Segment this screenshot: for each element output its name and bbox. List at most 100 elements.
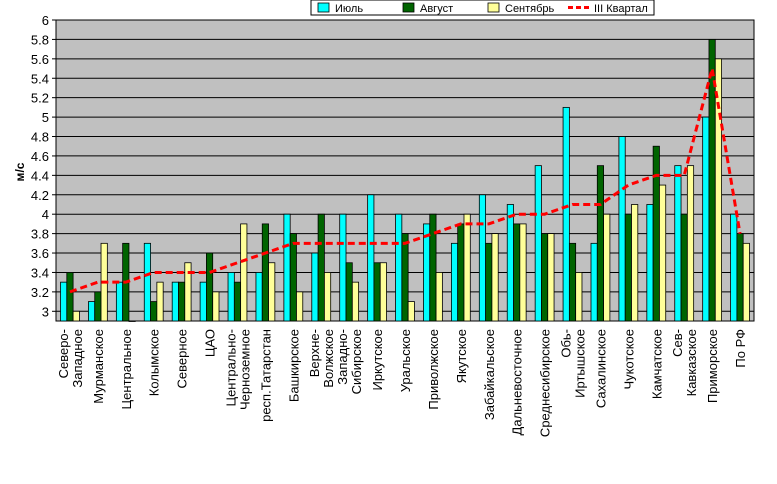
y-tick-label: 5.6 (31, 52, 49, 67)
bar (702, 116, 710, 322)
bar (686, 165, 695, 322)
x-tick-label: Колымское (147, 329, 162, 396)
bar (463, 213, 471, 322)
bar (401, 233, 409, 322)
x-axis-labels: Северо- Западное Мурманское Центральное Колы… (56, 329, 748, 437)
x-tick-label: Обь- (559, 329, 574, 358)
legend-swatch (487, 2, 500, 13)
bar (407, 301, 415, 322)
x-tick-label: Волжское (321, 329, 336, 388)
bar (345, 262, 353, 322)
x-tick-label: Среднесибирское (538, 329, 553, 437)
x-tick-label: Приволжское (426, 329, 441, 410)
bar (311, 252, 319, 322)
bar (171, 281, 179, 322)
bar (603, 213, 611, 322)
bar (534, 165, 542, 322)
x-tick-label: Кавказское (684, 329, 699, 396)
bar (268, 262, 276, 322)
y-tick-label: 4.6 (31, 149, 49, 164)
y-tick-label: 3.4 (31, 265, 49, 280)
bar (457, 223, 465, 322)
bar (184, 262, 192, 322)
legend-label: Август (420, 3, 453, 15)
bar (367, 194, 375, 322)
x-tick-label: Сев- (670, 329, 685, 357)
x-tick-label: респ.Татарстан (258, 329, 273, 422)
bar (450, 242, 459, 322)
bar (541, 233, 549, 322)
bar (339, 213, 347, 322)
bar (212, 291, 220, 322)
y-axis-ticks: 3 3.2 3.4 3.6 3.8 4 4.2 4.4 4.6 4.8 5 5.2 5.4 5.6 5.8 6 (31, 13, 56, 319)
legend: Июль Август Сентябрь III Квартал (310, 0, 655, 16)
y-tick-label: 4.8 (31, 130, 49, 145)
bar (66, 272, 74, 322)
bar (72, 310, 80, 322)
bar (491, 233, 499, 322)
bar (506, 204, 514, 322)
bar (150, 301, 158, 322)
bar (435, 272, 443, 322)
bar (624, 213, 632, 322)
x-tick-label: По РФ (733, 329, 748, 368)
y-tick-label: 3 (42, 304, 49, 319)
y-tick-label: 3.8 (31, 227, 49, 242)
legend-box (310, 0, 655, 16)
y-tick-label: 5.8 (31, 32, 49, 47)
bar (714, 58, 722, 322)
y-tick-label: 5.2 (31, 91, 49, 106)
bar (680, 213, 688, 322)
x-tick-label: Мурманское (91, 329, 106, 404)
bar (373, 262, 381, 322)
legend-label: Сентябрь (505, 3, 555, 15)
y-tick-label: 3.2 (31, 285, 49, 300)
bar (227, 272, 235, 322)
x-tick-label: Сахалинское (593, 329, 608, 408)
bar (562, 106, 570, 322)
bar (156, 281, 164, 322)
bar (736, 233, 744, 322)
bar (60, 281, 68, 322)
bar (652, 145, 660, 322)
y-tick-label: 4 (42, 207, 49, 222)
bar (730, 213, 738, 322)
bar (513, 223, 521, 322)
x-tick-label: Черноземное (237, 329, 252, 410)
bar (596, 165, 604, 322)
bar (261, 223, 269, 322)
bar (94, 291, 102, 322)
bar (423, 223, 431, 322)
bar (575, 272, 583, 322)
x-tick-label: Забайкальское (482, 329, 497, 420)
x-tick-label: Уральское (398, 329, 413, 392)
bar (289, 233, 297, 322)
x-tick-label: Приморское (705, 329, 720, 403)
bars (60, 39, 750, 322)
y-tick-label: 4.4 (31, 168, 49, 183)
x-tick-label: Башкирское (286, 329, 301, 402)
bar (395, 213, 403, 322)
x-tick-label: Центральное (119, 329, 134, 409)
bar (659, 184, 667, 322)
bar (485, 242, 493, 322)
bar (568, 242, 577, 322)
x-tick-label: Северное (175, 329, 190, 388)
bar (646, 204, 654, 322)
x-tick-label: ЦАО (203, 329, 218, 357)
bar (143, 242, 151, 322)
bar (115, 281, 124, 322)
bar (206, 252, 214, 322)
y-tick-label: 5 (42, 110, 49, 125)
bar (128, 320, 136, 322)
bar (351, 281, 360, 322)
y-axis-label: м/с (13, 162, 27, 181)
x-tick-label: Центрально- (223, 329, 238, 407)
legend-label: III Квартал (594, 3, 648, 15)
bar (323, 272, 332, 322)
bar (178, 281, 186, 322)
x-tick-label: Северо- (56, 329, 71, 378)
bar (199, 281, 207, 322)
bar (296, 291, 304, 322)
bar (88, 301, 96, 322)
